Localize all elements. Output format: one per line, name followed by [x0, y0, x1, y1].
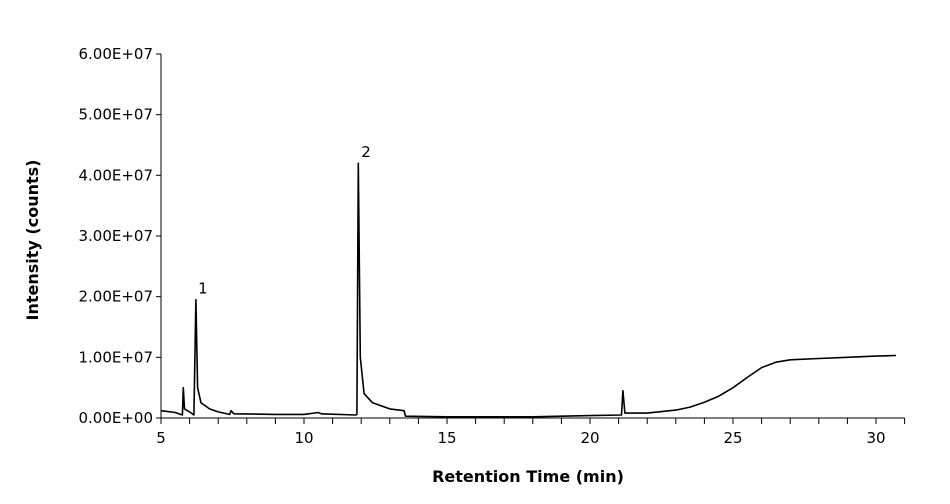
x-tick-label: 20	[580, 429, 599, 447]
series-line	[160, 162, 897, 418]
y-tick-label: 1.00E+07	[78, 348, 153, 366]
y-tick-label: 6.00E+07	[78, 45, 153, 63]
x-tick-label: 15	[437, 429, 456, 447]
y-tick-label: 4.00E+07	[78, 166, 153, 184]
y-tick-label: 2.00E+07	[78, 288, 153, 306]
peak-annotations: 12	[198, 143, 371, 298]
y-axis-ticks: 0.00E+00 1.00E+07 2.00E+07 3.00E+07 4.00E+07…	[78, 45, 161, 427]
x-tick-label: 30	[866, 429, 885, 447]
x-axis-label: Retention Time (min)	[432, 467, 624, 486]
y-tick-label: 0.00E+00	[78, 409, 153, 427]
y-axis-label: Intensity (counts)	[23, 160, 42, 321]
y-tick-label: 3.00E+07	[78, 227, 153, 245]
y-tick-label: 5.00E+07	[78, 106, 153, 124]
x-tick-label: 25	[723, 429, 742, 447]
peak-label: 2	[361, 143, 371, 161]
x-axis-ticks: 5 10 15 20 25 30	[156, 418, 906, 447]
x-tick-label: 5	[156, 429, 166, 447]
peak-label: 1	[198, 280, 208, 298]
x-tick-label: 10	[294, 429, 313, 447]
